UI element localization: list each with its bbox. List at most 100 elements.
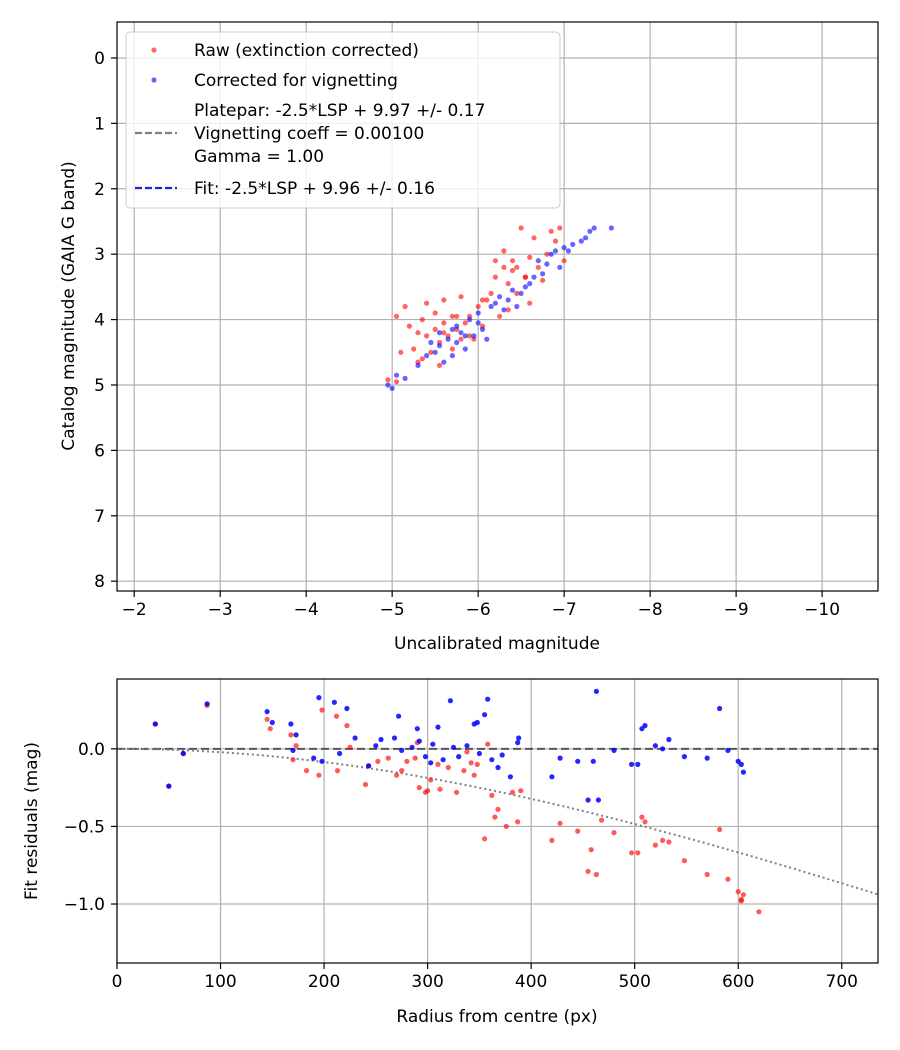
corrected-residual-point xyxy=(482,712,488,718)
x-tick-label: −4 xyxy=(294,600,319,620)
x-tick-label: −8 xyxy=(638,600,663,620)
corrected-point xyxy=(548,251,554,257)
corrected-residual-point xyxy=(409,744,415,750)
raw-residual-point xyxy=(642,819,648,825)
corrected-residual-point xyxy=(440,757,446,763)
raw-point xyxy=(419,317,425,323)
corrected-residual-point xyxy=(399,747,405,754)
y-tick-label: 2 xyxy=(94,180,105,200)
raw-residual-point xyxy=(738,898,744,904)
corrected-residual-point xyxy=(414,726,420,732)
raw-residual-point xyxy=(416,785,422,791)
raw-residual-point xyxy=(333,713,340,719)
corrected-residual-point xyxy=(464,743,470,749)
corrected-point xyxy=(471,333,477,339)
corrected-point xyxy=(462,333,468,339)
legend-box xyxy=(125,31,561,209)
raw-point xyxy=(458,294,464,300)
corrected-residual-point xyxy=(652,743,659,749)
y-tick-label: −1.0 xyxy=(64,895,105,915)
bottom-x-axis-label: Radius from centre (px) xyxy=(396,1007,597,1027)
corrected-residual-point xyxy=(476,750,482,757)
corrected-residual-point xyxy=(549,774,555,780)
corrected-residual-point xyxy=(585,797,591,803)
bottom-y-ticks: 0.0 −0.5 −1.0 xyxy=(64,740,117,915)
x-tick-label: 400 xyxy=(515,972,547,992)
raw-residual-point xyxy=(290,757,296,763)
y-tick-label: 0 xyxy=(94,49,105,69)
raw-residual-point xyxy=(629,850,635,856)
raw-residual-point xyxy=(557,820,563,826)
y-tick-label: 0.0 xyxy=(78,740,105,760)
corrected-point xyxy=(402,375,408,381)
raw-point xyxy=(505,307,511,313)
corrected-residual-point xyxy=(681,754,688,760)
y-tick-label: −0.5 xyxy=(64,817,105,837)
x-tick-label: 0 xyxy=(112,972,123,992)
legend-corrected-marker xyxy=(151,77,157,83)
raw-residual-point xyxy=(725,876,731,882)
raw-residual-point xyxy=(437,786,443,792)
corrected-point xyxy=(514,303,520,310)
corrected-residual-point xyxy=(337,750,343,757)
corrected-point xyxy=(454,323,460,329)
corrected-point xyxy=(608,225,615,231)
raw-point xyxy=(454,313,460,319)
raw-point xyxy=(544,251,550,257)
corrected-residual-point xyxy=(152,721,158,727)
raw-residual-point xyxy=(425,788,431,794)
corrected-point xyxy=(475,320,481,326)
corrected-point xyxy=(441,359,447,365)
raw-point xyxy=(492,258,498,264)
corrected-residual-point xyxy=(331,699,337,705)
raw-point xyxy=(415,330,421,336)
raw-point xyxy=(402,303,408,310)
corrected-residual-point xyxy=(717,705,723,712)
corrected-point xyxy=(462,346,468,352)
raw-point xyxy=(458,336,464,342)
raw-residual-point xyxy=(717,826,723,833)
corrected-residual-point xyxy=(485,696,491,702)
corrected-point xyxy=(544,261,550,267)
raw-residual-point xyxy=(385,755,391,761)
raw-residual-point xyxy=(575,828,581,834)
raw-residual-point xyxy=(316,772,322,778)
raw-residual-point xyxy=(489,792,495,799)
raw-point xyxy=(441,297,447,303)
raw-point xyxy=(393,379,400,385)
corrected-residual-point xyxy=(593,688,600,695)
legend-fit-label: Fit: -2.5*LSP + 9.96 +/- 0.16 xyxy=(194,179,435,199)
corrected-residual-point xyxy=(595,797,602,803)
y-tick-label: 3 xyxy=(94,245,105,265)
corrected-point xyxy=(497,294,503,300)
raw-residual-point xyxy=(347,744,353,750)
raw-residual-point xyxy=(639,814,645,820)
raw-residual-point xyxy=(293,743,299,749)
bottom-grid xyxy=(116,679,878,963)
corrected-point xyxy=(492,300,498,306)
legend-corrected-label: Corrected for vignetting xyxy=(194,71,398,91)
raw-point xyxy=(488,290,494,296)
raw-residual-point xyxy=(264,716,270,722)
raw-residual-point xyxy=(515,819,521,825)
raw-residual-point xyxy=(399,768,405,774)
corrected-residual-point xyxy=(269,719,275,726)
raw-residual-point xyxy=(585,868,591,875)
corrected-residual-point xyxy=(316,695,322,701)
corrected-point xyxy=(583,235,589,241)
x-tick-label: 300 xyxy=(411,972,443,992)
x-tick-label: −3 xyxy=(208,600,233,620)
bottom-series xyxy=(152,688,762,915)
x-tick-label: 200 xyxy=(308,972,340,992)
raw-residual-point xyxy=(503,823,509,830)
corrected-point xyxy=(587,228,593,234)
raw-residual-point xyxy=(740,892,747,898)
raw-point xyxy=(484,297,490,303)
corrected-point xyxy=(385,382,391,388)
raw-point xyxy=(501,264,507,270)
raw-point xyxy=(509,258,516,264)
corrected-residual-point xyxy=(516,735,522,741)
corrected-residual-point xyxy=(428,760,434,766)
raw-residual-point xyxy=(454,789,460,795)
raw-point xyxy=(424,333,430,339)
